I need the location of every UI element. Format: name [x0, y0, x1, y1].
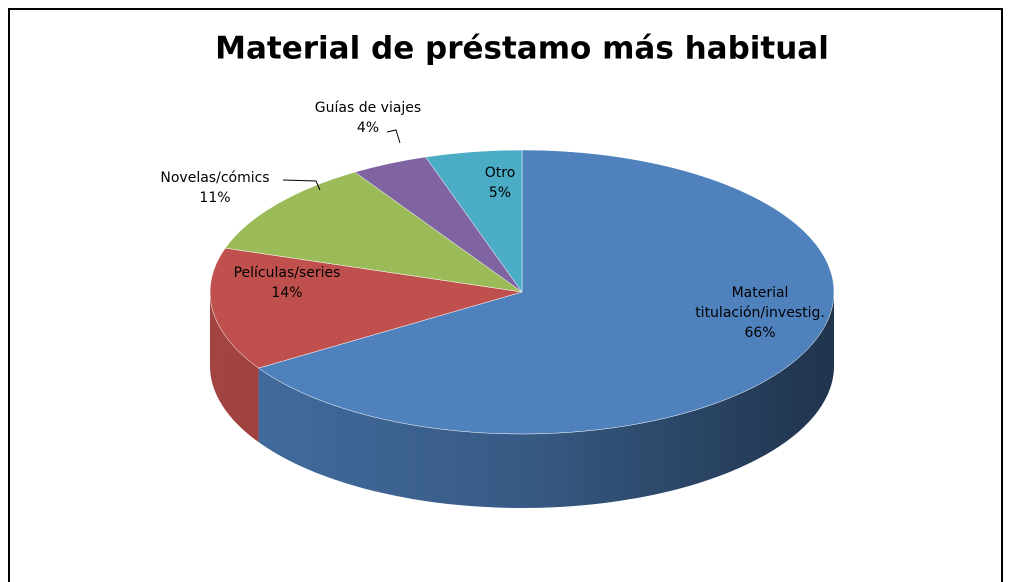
pie-slice [258, 149, 835, 435]
slice-name: Guías de viajes [314, 100, 422, 116]
data-label: Material titulación/investig. 66% [675, 283, 845, 343]
slice-name: Material titulación/investig. [695, 285, 825, 321]
slice-name: Novelas/cómics [160, 170, 270, 186]
slice-value: 14% [271, 285, 303, 301]
data-label: Guías de viajes 4% [315, 98, 421, 138]
pie [209, 149, 835, 508]
data-label: Otro 5% [485, 163, 516, 203]
data-label: Novelas/cómics 11% [160, 168, 269, 208]
slice-name: Películas/series [233, 265, 341, 281]
slice-value: 66% [744, 325, 776, 341]
pie-slice [224, 171, 523, 293]
pie-slice [425, 149, 523, 293]
leader-line [386, 129, 401, 144]
side-shade [210, 292, 259, 443]
side-shade [258, 292, 834, 508]
slice-name: Otro [484, 165, 516, 181]
slice-value: 11% [199, 190, 231, 206]
pie-slice [209, 247, 523, 369]
data-label: Películas/series 14% [234, 263, 341, 303]
chart-border [8, 8, 1003, 582]
slice-value: 5% [488, 185, 512, 201]
leader-line [282, 179, 321, 191]
chart-title: Material de préstamo más habitual [215, 31, 829, 67]
slice-value: 4% [356, 120, 380, 136]
